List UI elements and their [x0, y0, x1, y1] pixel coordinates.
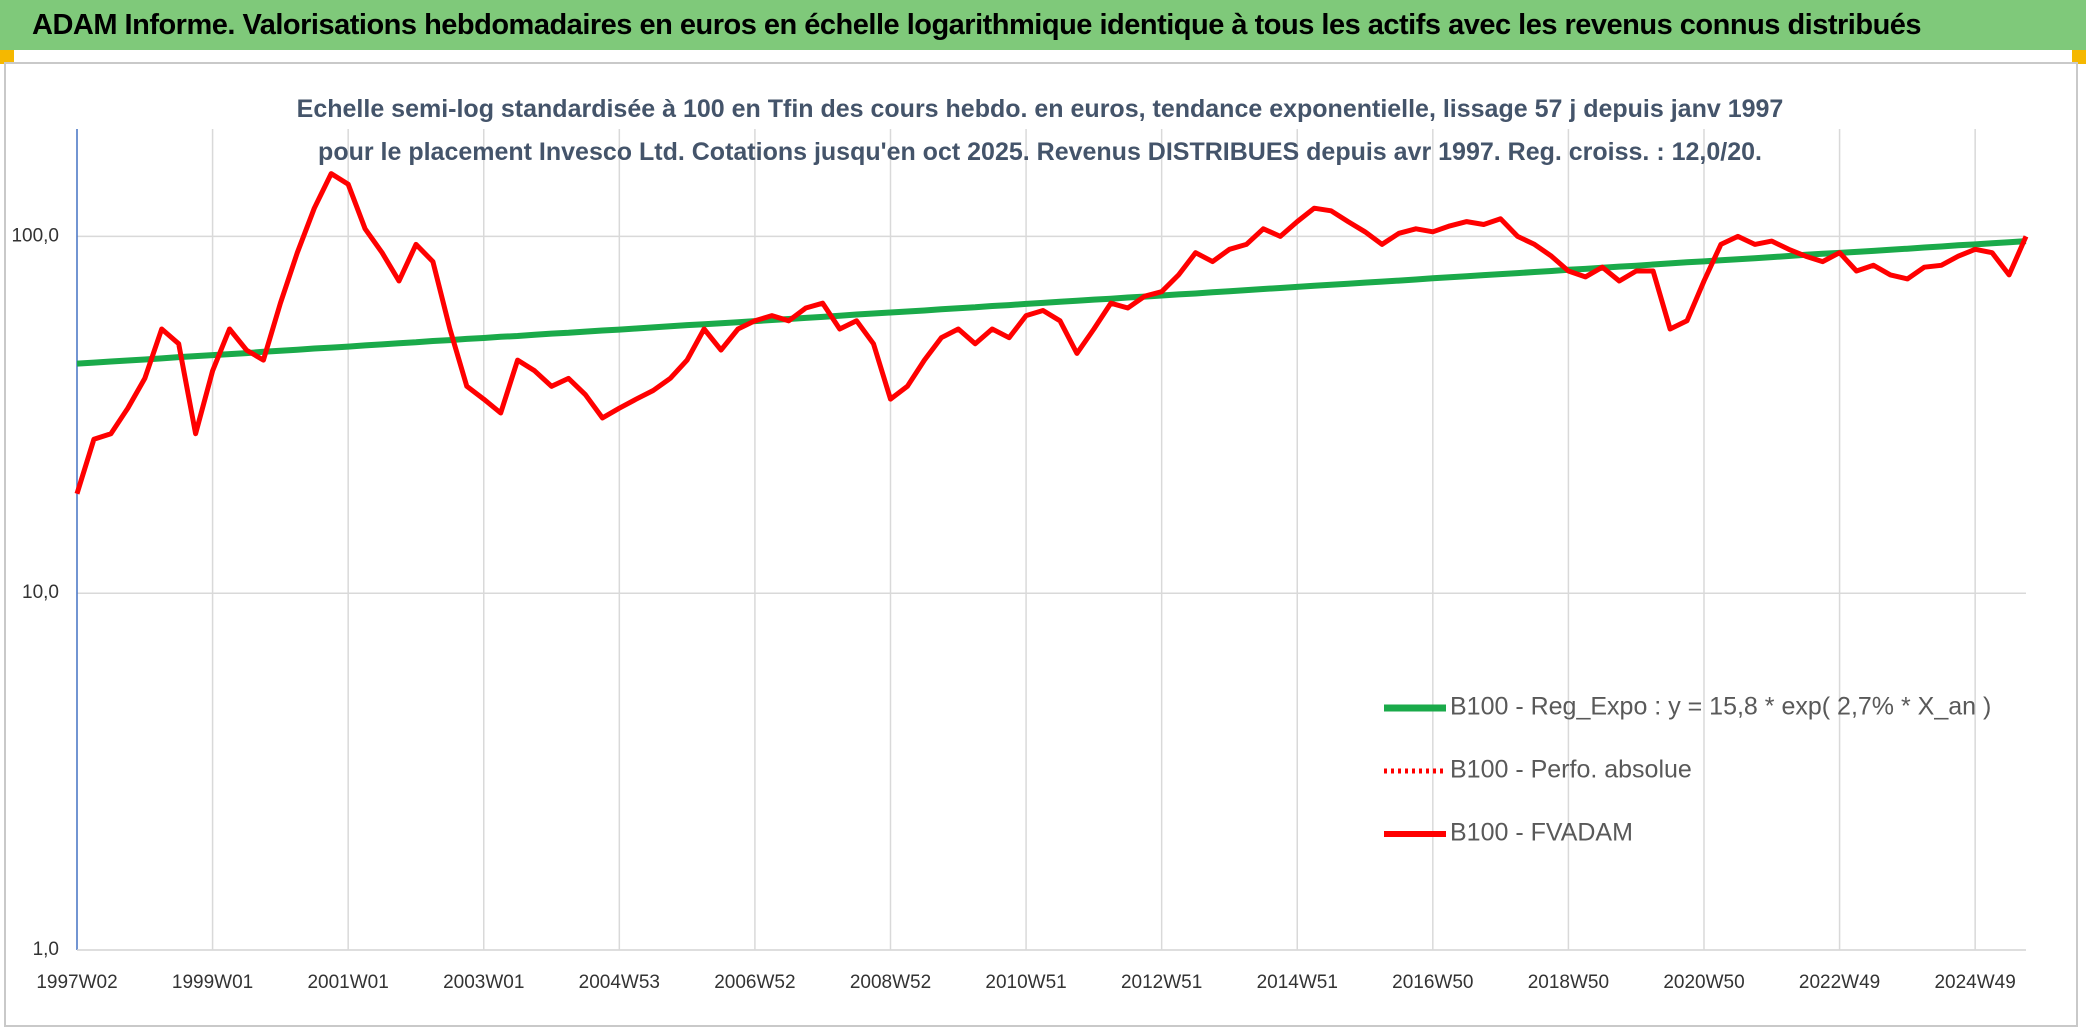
x-tick-label: 2020W50: [1663, 972, 1744, 993]
legend-label: B100 - FVADAM: [1450, 819, 1633, 847]
x-tick-label: 2008W52: [850, 972, 931, 993]
series-line: [74, 171, 2029, 495]
chart-frame: [4, 62, 2078, 1027]
x-tick-label: 2012W51: [1121, 972, 1202, 993]
corner: [2072, 50, 2086, 64]
x-tick-label: 2001W01: [307, 972, 388, 993]
y-tick-label: 1,0: [33, 939, 59, 960]
x-tick-label: 2003W01: [443, 972, 524, 993]
corner: [0, 50, 14, 64]
x-tick-label: 2004W53: [579, 972, 660, 993]
x-tick-label: 2014W51: [1257, 972, 1338, 993]
x-tick-label: 2010W51: [985, 972, 1066, 993]
y-tick-label: 10,0: [22, 582, 59, 603]
legend-label: B100 - Reg_Expo : y = 15,8 * exp( 2,7% *…: [1450, 693, 1991, 721]
header-title: ADAM Informe. Valorisations hebdomadaire…: [32, 9, 1922, 41]
x-tick-label: 1997W02: [36, 972, 117, 993]
legend-label: B100 - Perfo. absolue: [1450, 756, 1692, 784]
y-tick-label: 100,0: [11, 225, 59, 246]
series-line: [76, 238, 2027, 367]
header: ADAM Informe. Valorisations hebdomadaire…: [0, 0, 2086, 50]
x-tick-label: 2016W50: [1392, 972, 1473, 993]
x-tick-label: 2022W49: [1799, 972, 1880, 993]
chart-subtitle: Echelle semi-log standardisée à 100 en T…: [296, 95, 1784, 166]
x-tick-label: 1999W01: [172, 972, 253, 993]
x-tick-label: 2006W52: [714, 972, 795, 993]
x-tick-label: 2024W49: [1934, 972, 2015, 993]
x-tick-label: 2018W50: [1528, 972, 1609, 993]
